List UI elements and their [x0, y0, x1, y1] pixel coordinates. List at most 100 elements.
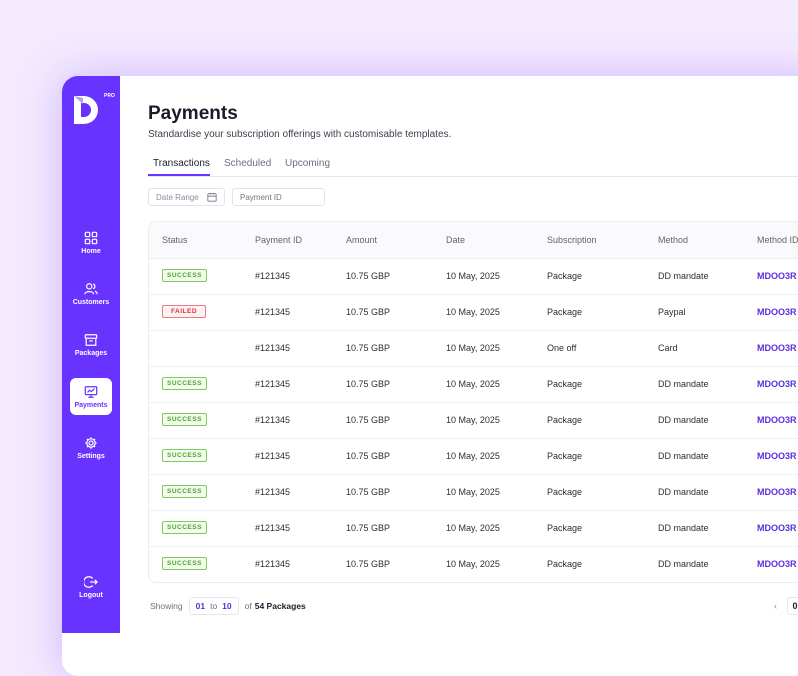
table-row[interactable]: SUCCESS #121345 10.75 GBP 10 May, 2025 Packa… — [149, 438, 798, 475]
method-cell: DD mandate — [658, 379, 709, 389]
payment-id-cell: #121345 — [255, 307, 291, 317]
date-cell: 10 May, 2025 — [446, 343, 500, 353]
tab-bar: Transactions Scheduled Upcoming — [148, 158, 798, 177]
column-header-payment-id[interactable]: Payment ID — [255, 235, 303, 245]
method-id-cell[interactable]: MDOO3R — [757, 451, 797, 461]
payment-id-cell: #121345 — [255, 487, 291, 497]
table-row[interactable]: SUCCESS #121345 10.75 GBP 10 May, 2025 Packa… — [149, 402, 798, 439]
payment-id-field[interactable] — [232, 188, 325, 206]
range-from: 01 — [195, 601, 206, 611]
showing-label: Showing — [150, 601, 183, 611]
page-number-button[interactable]: 0 — [787, 597, 798, 615]
payment-id-cell: #121345 — [255, 523, 291, 533]
method-cell: DD mandate — [658, 559, 709, 569]
sidebar-item-settings[interactable]: Settings — [70, 429, 112, 466]
amount-cell: 10.75 GBP — [346, 271, 391, 281]
page-range-selector[interactable]: 01 to 10 — [188, 597, 239, 615]
column-header-subscription[interactable]: Subscription — [547, 235, 597, 245]
amount-cell: 10.75 GBP — [346, 307, 391, 317]
sidebar-item-label: Payments — [74, 401, 108, 409]
column-header-method[interactable]: Method — [658, 235, 689, 245]
sidebar-item-payments[interactable]: Payments — [70, 378, 112, 415]
subscription-cell: Package — [547, 271, 583, 281]
users-icon — [84, 282, 98, 294]
amount-cell: 10.75 GBP — [346, 559, 391, 569]
subscription-cell: Package — [547, 415, 583, 425]
subscription-cell: Package — [547, 451, 583, 461]
column-header-status[interactable]: Status — [162, 235, 188, 245]
date-range-filter[interactable]: Date Range — [148, 188, 225, 206]
payment-id-input[interactable] — [240, 192, 320, 202]
logo-badge: PRO — [104, 93, 115, 99]
method-id-cell[interactable]: MDOO3R — [757, 487, 797, 497]
amount-cell: 10.75 GBP — [346, 379, 391, 389]
column-header-amount[interactable]: Amount — [346, 235, 378, 245]
table-header: Status Payment ID Amount Date Subscripti… — [149, 222, 798, 259]
table-row[interactable]: SUCCESS #121345 10.75 GBP 10 May, 2025 Packa… — [149, 258, 798, 295]
column-header-method-id[interactable]: Method ID — [757, 235, 798, 245]
amount-cell: 10.75 GBP — [346, 415, 391, 425]
prev-page-button[interactable]: ‹ — [774, 601, 777, 611]
table-row[interactable]: SUCCESS #121345 10.75 GBP 10 May, 2025 Packa… — [149, 546, 798, 582]
amount-cell: 10.75 GBP — [346, 343, 391, 353]
method-id-cell[interactable]: MDOO3R — [757, 415, 797, 425]
logo-mark-icon — [74, 96, 98, 124]
amount-cell: 10.75 GBP — [346, 523, 391, 533]
sidebar-item-home[interactable]: Home — [70, 224, 112, 261]
sidebar-item-customers[interactable]: Customers — [70, 275, 112, 312]
method-cell: DD mandate — [658, 271, 709, 281]
method-id-cell[interactable]: MDOO3R — [757, 379, 797, 389]
date-cell: 10 May, 2025 — [446, 307, 500, 317]
status-badge: SUCCESS — [162, 485, 207, 498]
payments-table: Status Payment ID Amount Date Subscripti… — [148, 221, 798, 583]
subscription-cell: Package — [547, 379, 583, 389]
payment-id-cell: #121345 — [255, 451, 291, 461]
logout-icon — [84, 575, 98, 588]
method-cell: DD mandate — [658, 451, 709, 461]
table-row[interactable]: #121345 10.75 GBP 10 May, 2025 One off Card M… — [149, 330, 798, 367]
sidebar-item-packages[interactable]: Packages — [70, 326, 112, 363]
method-id-cell[interactable]: MDOO3R — [757, 523, 797, 533]
date-range-label: Date Range — [156, 192, 199, 202]
status-badge: SUCCESS — [162, 269, 207, 282]
amount-cell: 10.75 GBP — [346, 451, 391, 461]
date-cell: 10 May, 2025 — [446, 451, 500, 461]
method-cell: Card — [658, 343, 678, 353]
range-to: 10 — [222, 601, 232, 611]
sidebar: PRO Home Customers Packages Pay — [62, 76, 120, 633]
sidebar-item-label: Settings — [77, 452, 105, 460]
total-count: 54 Packages — [254, 601, 306, 611]
tab-upcoming[interactable]: Upcoming — [285, 158, 331, 169]
logout-label: Logout — [79, 591, 103, 599]
tab-transactions[interactable]: Transactions — [153, 158, 210, 169]
payment-id-cell: #121345 — [255, 379, 291, 389]
active-tab-indicator — [148, 174, 210, 176]
logout-button[interactable]: Logout — [70, 568, 112, 605]
brand-logo[interactable]: PRO — [72, 93, 115, 126]
date-cell: 10 May, 2025 — [446, 487, 500, 497]
tab-scheduled[interactable]: Scheduled — [224, 158, 272, 169]
column-header-date[interactable]: Date — [446, 235, 466, 245]
presentation-icon — [84, 385, 98, 398]
method-id-cell[interactable]: MDOO3R — [757, 343, 797, 353]
method-id-cell[interactable]: MDOO3R — [757, 307, 797, 317]
sidebar-item-label: Packages — [74, 349, 108, 357]
method-cell: DD mandate — [658, 487, 709, 497]
date-cell: 10 May, 2025 — [446, 271, 500, 281]
method-cell: Paypal — [658, 307, 686, 317]
method-id-cell[interactable]: MDOO3R — [757, 559, 797, 569]
table-row[interactable]: SUCCESS #121345 10.75 GBP 10 May, 2025 Packa… — [149, 366, 798, 403]
archive-icon — [84, 333, 98, 346]
method-id-cell[interactable]: MDOO3R — [757, 271, 797, 281]
page-subtitle: Standardise your subscription offerings … — [148, 129, 452, 140]
table-row[interactable]: SUCCESS #121345 10.75 GBP 10 May, 2025 Packa… — [149, 474, 798, 511]
of-label: of — [244, 601, 252, 611]
date-cell: 10 May, 2025 — [446, 559, 500, 569]
date-cell: 10 May, 2025 — [446, 523, 500, 533]
amount-cell: 10.75 GBP — [346, 487, 391, 497]
table-row[interactable]: FAILED #121345 10.75 GBP 10 May, 2025 Packag… — [149, 294, 798, 331]
pagination-controls: ‹ 0 — [774, 597, 798, 615]
payment-id-cell: #121345 — [255, 559, 291, 569]
status-badge: SUCCESS — [162, 377, 207, 390]
table-row[interactable]: SUCCESS #121345 10.75 GBP 10 May, 2025 Packa… — [149, 510, 798, 547]
